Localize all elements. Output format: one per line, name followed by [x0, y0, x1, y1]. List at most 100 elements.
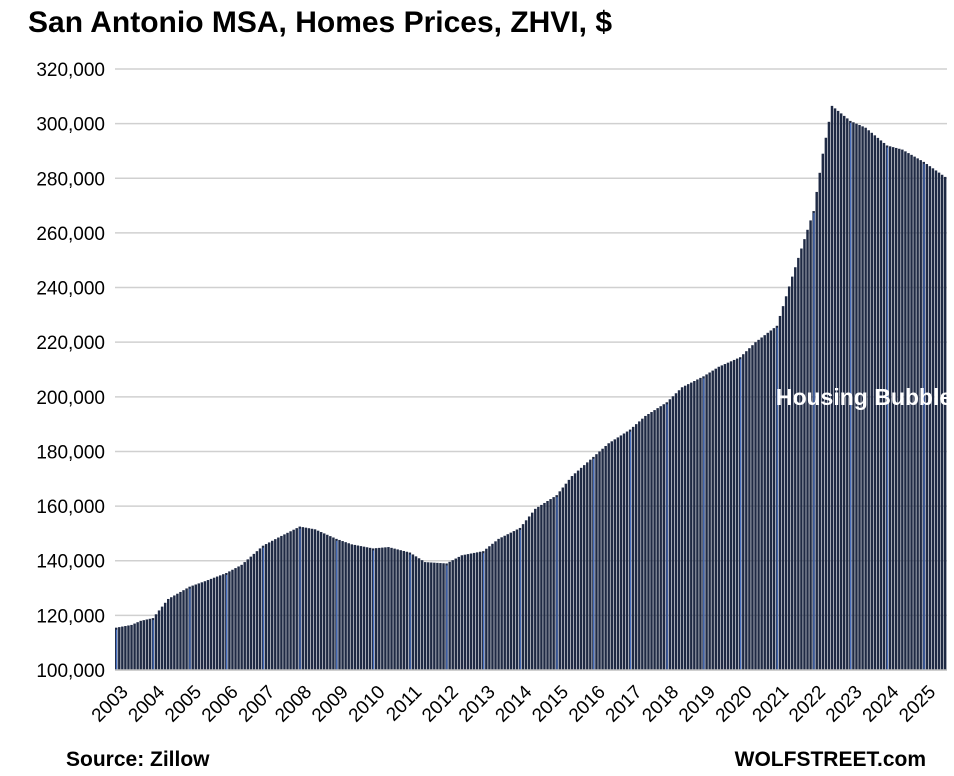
bar — [209, 578, 213, 670]
bar — [794, 267, 797, 670]
bar — [448, 561, 451, 670]
bar — [635, 424, 638, 670]
bar — [436, 562, 439, 670]
bar — [191, 585, 194, 670]
bar — [748, 348, 751, 670]
bar — [420, 560, 424, 670]
bar — [344, 542, 347, 670]
bar — [598, 451, 601, 670]
bar — [714, 368, 717, 670]
bar — [644, 415, 647, 670]
bar — [500, 537, 503, 670]
bar — [479, 551, 482, 670]
bar — [668, 399, 672, 670]
bar — [537, 506, 540, 670]
bar — [604, 445, 607, 670]
bar — [427, 562, 430, 670]
bar — [943, 176, 947, 671]
bar — [607, 443, 610, 670]
bar — [864, 127, 867, 671]
x-tick-label: 2003 — [88, 682, 133, 727]
bar — [524, 520, 528, 670]
bar — [815, 191, 818, 670]
bar — [653, 410, 656, 670]
x-tick-label: 2012 — [418, 682, 463, 727]
bar — [824, 137, 828, 671]
bar — [711, 370, 714, 670]
bar — [754, 342, 757, 670]
bar — [610, 441, 613, 670]
x-tick-label: 2025 — [895, 682, 940, 727]
bar — [353, 544, 357, 670]
year-markers — [115, 122, 925, 670]
bar — [910, 154, 913, 670]
bar — [469, 553, 473, 670]
bar — [861, 126, 864, 671]
x-tick-label: 2016 — [565, 682, 610, 727]
bar — [160, 606, 164, 670]
bar — [757, 339, 760, 670]
bar — [583, 465, 586, 670]
bar — [402, 550, 405, 670]
bar — [350, 544, 353, 670]
bar — [751, 345, 754, 670]
bar — [677, 390, 681, 670]
bar — [310, 528, 314, 670]
bar — [925, 164, 929, 670]
bar — [656, 408, 659, 670]
bar — [671, 396, 675, 670]
x-tick-label: 2013 — [455, 682, 500, 727]
bar — [619, 435, 623, 670]
bar — [784, 296, 788, 670]
bar — [460, 555, 464, 670]
y-tick-label: 180,000 — [36, 442, 105, 463]
bar — [693, 381, 696, 670]
bar — [647, 413, 650, 670]
bar — [934, 170, 938, 670]
bar — [732, 359, 736, 670]
bar — [252, 553, 256, 670]
bar — [543, 502, 546, 670]
bar — [625, 431, 629, 670]
bar — [356, 545, 360, 670]
bar — [567, 479, 571, 670]
bar — [121, 626, 124, 670]
bar — [139, 620, 142, 670]
bar — [735, 358, 739, 670]
bar — [687, 384, 690, 670]
bar — [384, 547, 387, 670]
bar — [390, 547, 393, 670]
bar — [613, 439, 617, 670]
bar — [154, 614, 158, 670]
bar — [329, 536, 332, 670]
bar — [170, 597, 173, 670]
bar — [228, 571, 231, 670]
bar — [833, 108, 837, 670]
bar — [895, 147, 898, 671]
bar — [726, 362, 730, 670]
x-axis: 2003200420052006200720082009201020112012… — [88, 681, 940, 726]
bar — [931, 168, 935, 670]
bar — [576, 470, 580, 670]
bar — [705, 374, 708, 670]
bar — [148, 618, 152, 670]
bar — [411, 554, 415, 670]
bar — [778, 315, 782, 670]
bar — [182, 590, 185, 670]
bar — [277, 537, 280, 670]
bar — [729, 361, 733, 670]
x-tick-label: 2005 — [161, 682, 206, 727]
bar — [699, 377, 702, 670]
bar — [463, 554, 467, 670]
bar — [916, 158, 919, 670]
bar — [488, 546, 491, 670]
annotation-housing-bubble: Housing Bubble 2 — [776, 384, 954, 410]
bar — [316, 530, 320, 670]
bar — [396, 549, 399, 670]
bar — [423, 562, 427, 670]
bar — [573, 473, 577, 670]
bar — [876, 137, 880, 670]
brand-note: WOLFSTREET.com — [734, 748, 926, 771]
bar — [301, 527, 305, 670]
bar — [240, 564, 243, 670]
